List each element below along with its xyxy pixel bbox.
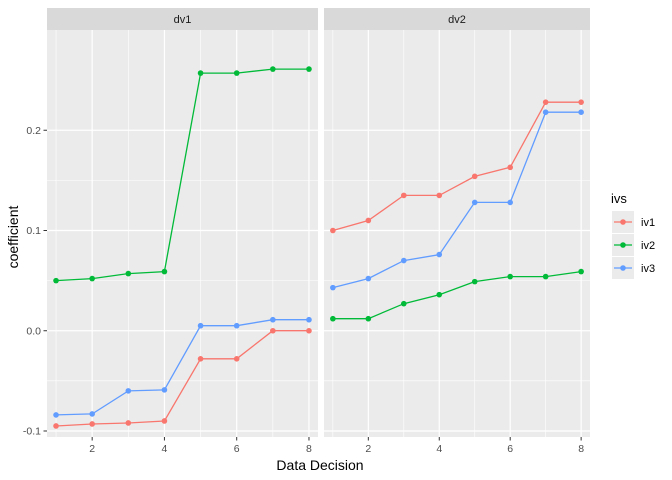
- strip-dv2: [324, 8, 590, 30]
- data-point-dv1-iv3: [270, 316, 276, 323]
- data-point-dv1-iv1: [89, 421, 95, 427]
- data-point-dv2-iv1: [507, 164, 513, 171]
- data-point-dv2-iv2: [401, 300, 407, 307]
- strip-dv1: [47, 8, 318, 30]
- legend-entry-iv1: iv1: [612, 211, 655, 233]
- data-point-dv2-iv3: [401, 257, 407, 264]
- y-tick-label: -0.1: [23, 426, 41, 438]
- data-point-dv2-iv1: [401, 192, 407, 199]
- data-point-dv2-iv2: [507, 273, 513, 280]
- data-point-dv2-iv1: [542, 99, 549, 105]
- x-tick-label: 6: [507, 443, 513, 455]
- data-point-dv1-iv3: [53, 412, 59, 418]
- x-tick-label: 4: [162, 443, 168, 455]
- data-point-dv2-iv3: [471, 199, 478, 206]
- legend-key-point: [620, 242, 626, 248]
- data-point-dv1-iv2: [89, 275, 95, 282]
- data-point-dv1-iv1: [306, 327, 312, 334]
- data-point-dv1-iv2: [270, 66, 276, 72]
- data-point-dv2-iv2: [471, 278, 478, 285]
- legend-entry-iv2: iv2: [612, 234, 655, 256]
- legend-label-iv1: iv1: [641, 217, 655, 229]
- data-point-dv1-iv1: [161, 418, 168, 424]
- data-point-dv2-iv3: [330, 284, 336, 291]
- data-point-dv2-iv1: [330, 227, 336, 234]
- x-tick-label: 8: [578, 443, 584, 455]
- x-tick-label: 6: [234, 443, 240, 455]
- data-point-dv2-iv2: [330, 315, 336, 322]
- series-line-dv2-iv1: [332, 101, 582, 232]
- series-line-dv1-iv3: [55, 319, 309, 416]
- data-point-dv2-iv3: [507, 199, 513, 206]
- panel-dv1: dv1: [47, 8, 318, 437]
- y-tick-label: 0.0: [26, 325, 41, 337]
- y-axis-title: coefficient: [5, 205, 21, 268]
- x-tick-label: 8: [306, 443, 312, 455]
- data-point-dv1-iv2: [53, 277, 59, 284]
- y-tick-label: 0.1: [26, 225, 41, 237]
- legend-title: ivs: [611, 191, 627, 206]
- data-point-dv1-iv2: [306, 66, 312, 72]
- data-point-dv2-iv3: [542, 109, 549, 116]
- panel-background: [324, 30, 590, 437]
- data-point-dv1-iv2: [125, 270, 132, 277]
- series-line-dv1-iv1: [55, 330, 309, 427]
- data-point-dv1-iv1: [197, 356, 204, 362]
- legend-key-point: [620, 265, 626, 271]
- data-point-dv2-iv2: [365, 315, 372, 322]
- x-tick-label: 2: [89, 443, 95, 455]
- series-line-dv2-iv3: [332, 111, 582, 289]
- data-point-dv2-iv1: [365, 217, 372, 224]
- data-point-dv2-iv1: [471, 173, 478, 180]
- data-point-dv1-iv2: [233, 70, 240, 76]
- data-point-dv1-iv1: [233, 356, 240, 362]
- data-point-dv1-iv3: [233, 322, 240, 329]
- x-tick-label: 4: [436, 443, 442, 455]
- data-point-dv2-iv3: [436, 251, 443, 258]
- data-point-dv2-iv1: [578, 99, 584, 105]
- series-line-dv2-iv2: [332, 270, 582, 320]
- data-point-dv2-iv2: [542, 273, 549, 280]
- data-point-dv2-iv3: [365, 275, 372, 282]
- data-point-dv1-iv2: [161, 268, 168, 275]
- series-line-dv1-iv2: [55, 68, 309, 282]
- legend: ivs iv1 iv2 iv3: [611, 191, 655, 279]
- strip-label-dv1: dv1: [174, 14, 192, 26]
- data-point-dv2-iv1: [436, 192, 443, 199]
- x-tick-label: 2: [365, 443, 371, 455]
- y-axis: -0.1 0.0 0.1 0.2: [23, 125, 47, 438]
- data-point-dv1-iv3: [306, 316, 312, 323]
- data-point-dv1-iv3: [125, 388, 132, 394]
- legend-label-iv2: iv2: [641, 240, 655, 252]
- legend-label-iv3: iv3: [641, 263, 655, 275]
- data-point-dv2-iv2: [436, 291, 443, 298]
- panel-dv2: dv2: [324, 8, 590, 437]
- x-axes: 2 4 6 8 2 4 6 8: [89, 437, 584, 455]
- data-point-dv1-iv3: [197, 322, 204, 329]
- data-point-dv1-iv2: [197, 70, 204, 76]
- data-point-dv2-iv2: [578, 268, 584, 275]
- data-point-dv1-iv3: [161, 387, 168, 393]
- legend-key-point: [620, 219, 626, 225]
- strip-label-dv2: dv2: [448, 14, 466, 26]
- data-point-dv1-iv1: [53, 423, 59, 429]
- facet-panels: dv1 dv2: [47, 8, 590, 437]
- data-point-dv1-iv1: [270, 327, 276, 334]
- data-point-dv2-iv3: [578, 109, 584, 116]
- y-tick-label: 0.2: [26, 125, 41, 137]
- panel-background: [47, 30, 318, 437]
- x-axis-title: Data Decision: [276, 457, 363, 473]
- data-point-dv1-iv1: [125, 420, 132, 426]
- data-point-dv1-iv3: [89, 411, 95, 417]
- legend-entry-iv3: iv3: [612, 257, 655, 279]
